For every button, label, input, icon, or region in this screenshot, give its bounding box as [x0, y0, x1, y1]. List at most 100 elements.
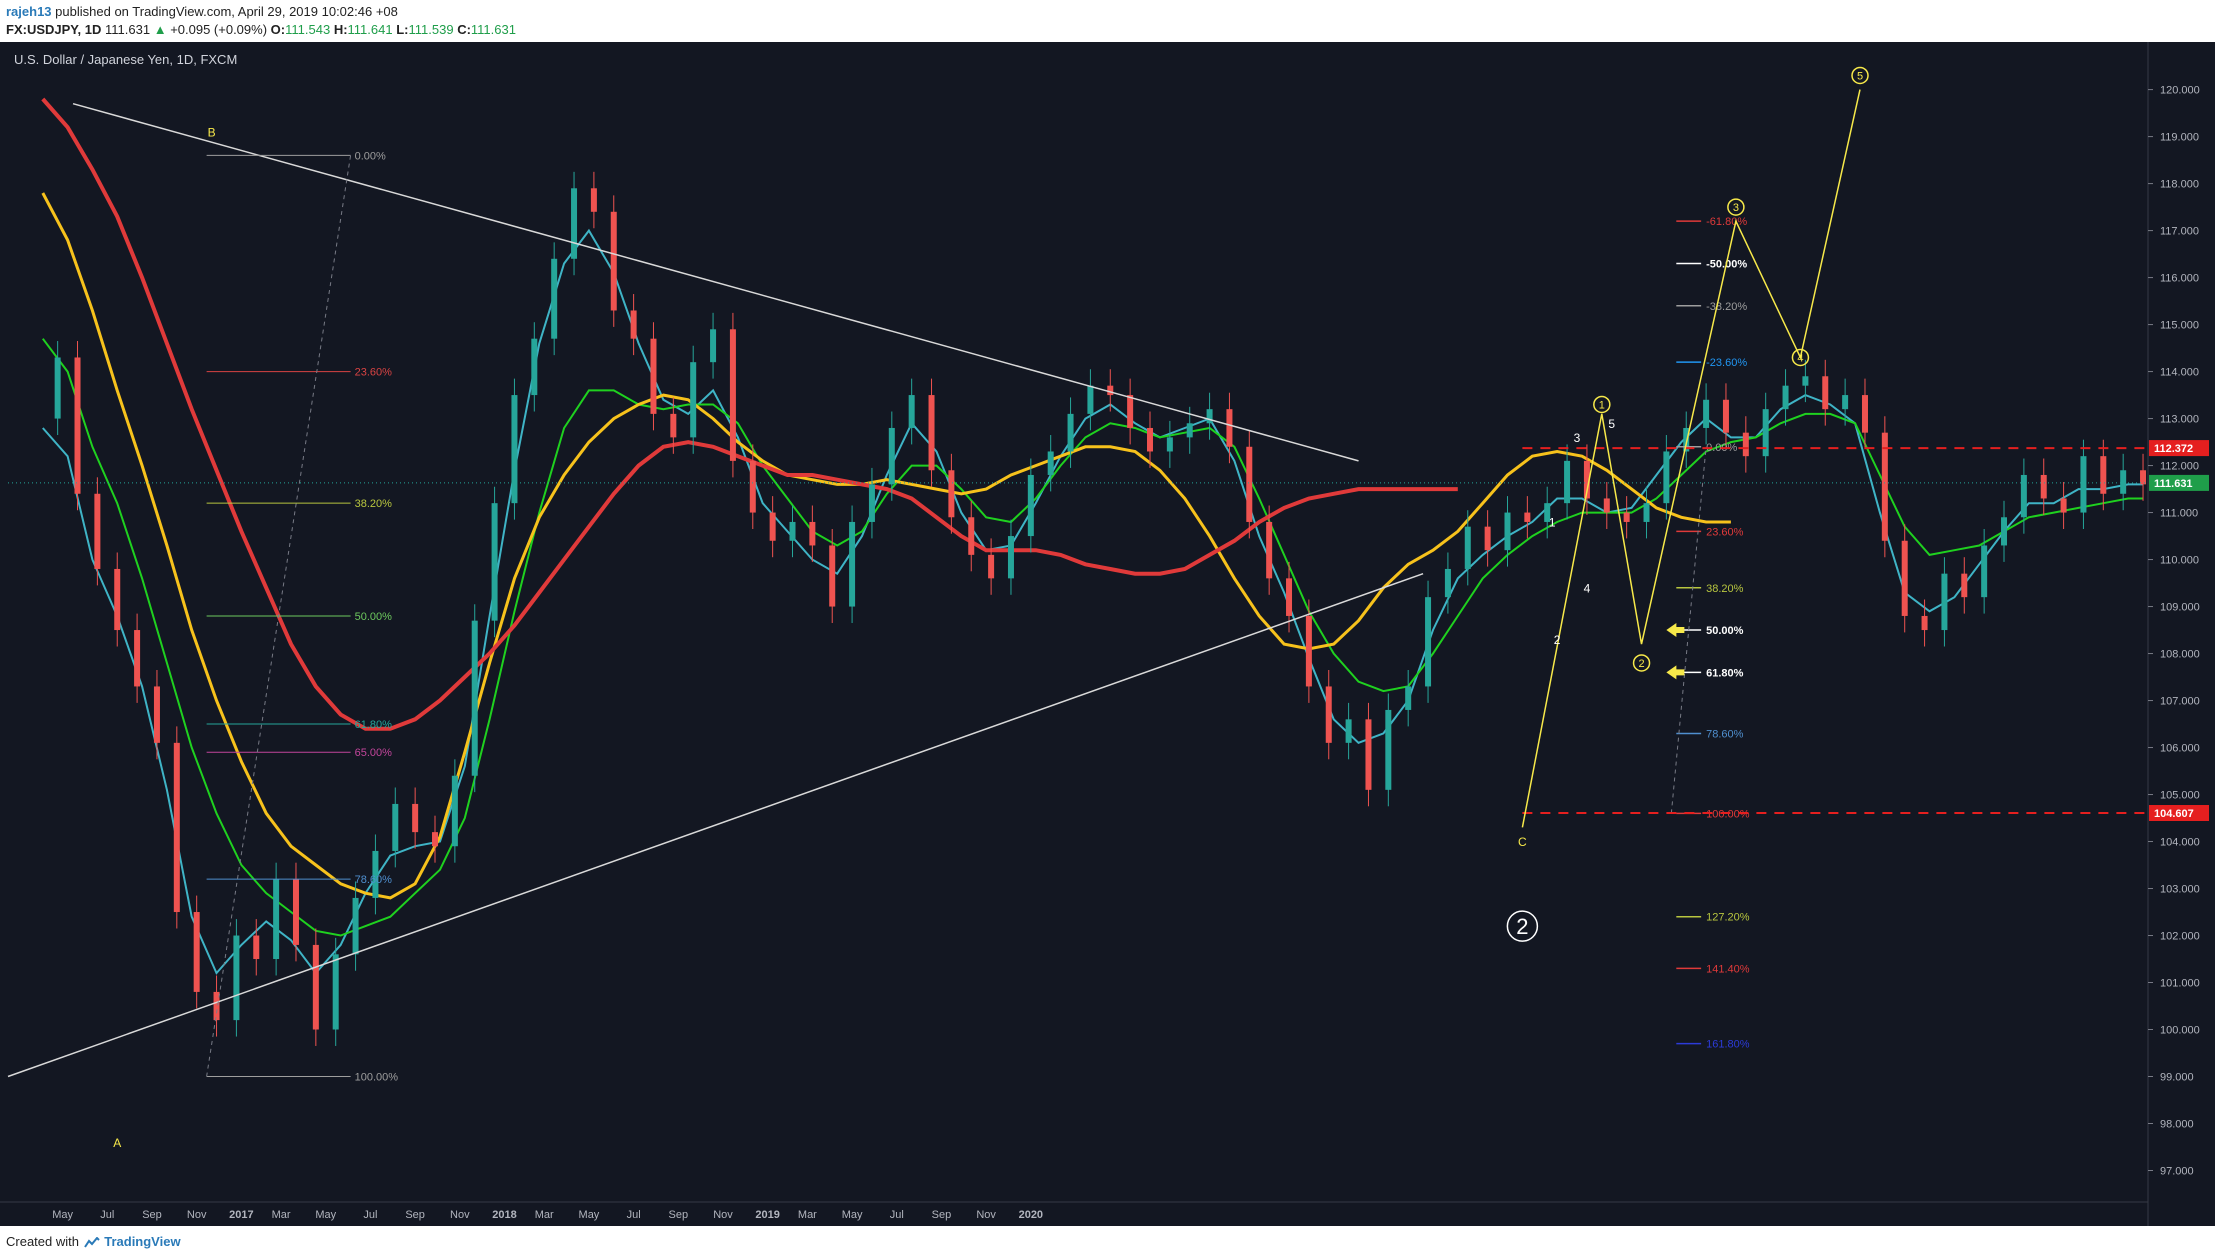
candle-body — [432, 832, 439, 847]
candle-body — [273, 879, 280, 960]
fib-ext-label: 78.60% — [1706, 728, 1744, 740]
candle-body — [1901, 540, 1908, 616]
price-axis[interactable]: 97.000 98.000 99.000 100.000 101.000 102.000 1… — [2147, 42, 2209, 1226]
candle-body — [1842, 395, 1849, 410]
open-value: 111.543 — [285, 22, 331, 37]
candle-body — [173, 742, 180, 913]
time-tick-label: May — [842, 1209, 863, 1221]
fib-ext-trend — [1670, 446, 1707, 814]
wave-circle-marker — [1506, 910, 1539, 942]
price-tick-label: 113.000 — [2160, 414, 2199, 426]
candle-body — [1425, 597, 1432, 687]
candle-body — [1623, 512, 1630, 522]
candle-body — [451, 775, 458, 847]
fib-ext-label: 61.80% — [1706, 667, 1744, 679]
lower-trendline — [7, 572, 1424, 1078]
candle-body — [789, 521, 796, 541]
candle-body — [213, 991, 220, 1021]
price-tick-label: 115.000 — [2160, 320, 2199, 332]
wave-circle-label: 1 — [1599, 399, 1605, 411]
close-label: C: — [457, 22, 471, 37]
candle-body — [769, 512, 776, 541]
fib-trend-line — [206, 155, 352, 1077]
candle-body — [928, 395, 935, 471]
candle-body — [1504, 512, 1511, 551]
time-tick-label: Sep — [405, 1209, 425, 1221]
chart-footer: Created with TradingView — [0, 1226, 2215, 1258]
candle-body — [1881, 432, 1888, 541]
close-value: 111.631 — [470, 22, 516, 37]
candle-body — [1266, 521, 1273, 579]
price-label-text: 111.631 — [2154, 478, 2193, 490]
price-chart[interactable]: U.S. Dollar / Japanese Yen, 1D, FXCM 97.… — [0, 42, 2215, 1226]
moving-average-line — [42, 338, 2143, 937]
wave-circle-marker — [1593, 395, 1611, 414]
candle-body — [829, 545, 836, 607]
candle-body — [590, 188, 597, 212]
candle-body — [630, 310, 637, 339]
time-axis[interactable]: May Jul Sep Nov 2017 Mar May Jul Sep Nov 2018 Mar Ma… — [0, 1201, 2148, 1221]
price-label-box — [2149, 474, 2209, 491]
candle-body — [1127, 395, 1134, 428]
tradingview-brand[interactable]: TradingView — [104, 1234, 181, 1249]
time-tick-label: Mar — [535, 1209, 554, 1221]
candle-body — [1822, 376, 1829, 410]
candle-body — [690, 362, 697, 438]
upper-trendline — [72, 102, 1359, 462]
price-label-box — [2149, 440, 2209, 457]
arrow-left-icon — [1666, 665, 1685, 680]
time-tick-label: Sep — [142, 1209, 162, 1221]
price-tick-label: 111.000 — [2160, 508, 2198, 520]
price-tick-label: 109.000 — [2160, 602, 2200, 614]
fib-level-label: 100.00% — [355, 1072, 399, 1084]
candle-body — [1226, 409, 1233, 447]
wave-circle-label: 2 — [1516, 914, 1528, 939]
candle-body — [372, 850, 379, 898]
price-tick-label: 108.000 — [2160, 649, 2200, 661]
price-tick-label: 107.000 — [2160, 696, 2200, 708]
candle-body — [2001, 517, 2008, 546]
fib-level-label: 23.60% — [355, 367, 393, 379]
candle-body — [2140, 470, 2147, 485]
candle-body — [74, 357, 81, 494]
candle-body — [412, 803, 419, 833]
fib-level-label: 50.00% — [355, 611, 393, 623]
candle-body — [1345, 719, 1352, 743]
candle-body — [1166, 437, 1173, 452]
price-tick-label: 103.000 — [2160, 884, 2200, 896]
candle-body — [1921, 615, 1928, 631]
price-tick-label: 118.000 — [2160, 179, 2199, 191]
fib-ext-label: 50.00% — [1706, 625, 1744, 637]
candle-body — [710, 329, 717, 363]
time-tick-label: 2019 — [755, 1209, 779, 1221]
time-tick-label: Nov — [187, 1209, 207, 1221]
author-link[interactable]: rajeh13 — [6, 4, 52, 19]
price-tick-label: 100.000 — [2160, 1025, 2200, 1037]
price-label-text: 104.607 — [2154, 808, 2194, 820]
candle-body — [749, 460, 756, 513]
plot-area: 0.00% 23.60% 38.20% 50.00% 61.80% 65.00% 78.60… — [7, 66, 2148, 1150]
created-with-text: Created with — [6, 1234, 79, 1249]
candle-body — [1544, 503, 1551, 522]
price-tick-label: 97.000 — [2160, 1166, 2194, 1178]
candle-body — [94, 493, 101, 569]
candle-body — [54, 357, 61, 419]
candle-body — [1365, 719, 1372, 790]
candle-body — [471, 620, 478, 776]
candle-body — [670, 413, 677, 438]
candle-body — [1107, 385, 1114, 396]
last-price: 111.631 — [105, 22, 151, 37]
fib-ext-label: -23.60% — [1706, 357, 1747, 369]
price-tick-label: 114.000 — [2160, 367, 2199, 379]
time-tick-label: Jul — [627, 1209, 641, 1221]
candle-body — [1643, 503, 1650, 522]
time-tick-label: Nov — [450, 1209, 470, 1221]
high-value: 111.641 — [347, 22, 393, 37]
candle-body — [491, 503, 498, 621]
candle-body — [2100, 456, 2107, 494]
price-tick-label: 104.000 — [2160, 837, 2200, 849]
price-tick-label: 105.000 — [2160, 790, 2200, 802]
candle-body — [1981, 545, 1988, 598]
symbol-label: FX:USDJPY, 1D — [6, 22, 102, 37]
candle-body — [1782, 385, 1789, 410]
